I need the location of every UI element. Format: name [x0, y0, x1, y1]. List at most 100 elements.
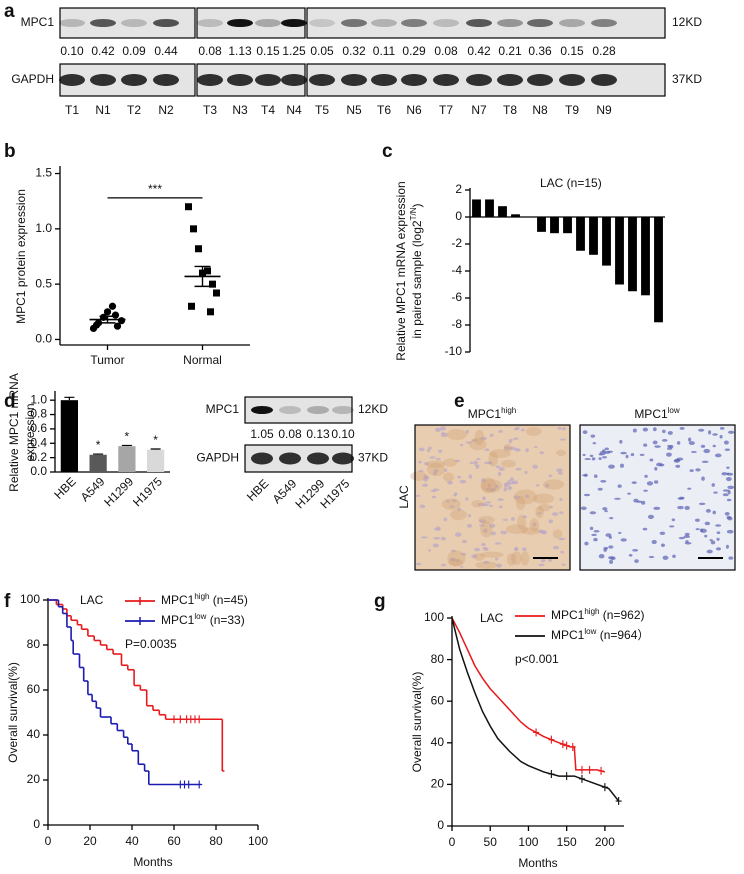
nucleus	[617, 484, 622, 488]
nucleus	[419, 504, 426, 509]
censor-mark	[598, 766, 605, 775]
nucleus	[485, 488, 491, 491]
ratio-label: 0.42	[91, 44, 115, 58]
stain	[529, 518, 540, 532]
nucleus	[683, 535, 690, 539]
y-tick-label: -8	[451, 317, 462, 331]
nucleus	[443, 517, 448, 522]
stain	[446, 429, 468, 440]
bar	[498, 206, 507, 217]
nucleus	[662, 429, 666, 434]
nucleus	[468, 474, 473, 479]
ratio-label: 1.25	[282, 44, 306, 58]
y-tick-label: -4	[451, 263, 462, 277]
nucleus	[632, 428, 637, 433]
y-tick-label: 1.0	[35, 221, 52, 235]
nucleus	[536, 512, 542, 515]
nucleus	[726, 529, 734, 534]
ihc-image	[415, 425, 570, 570]
x-axis-label: Months	[518, 856, 557, 870]
censor-mark	[615, 797, 622, 806]
nucleus	[580, 506, 587, 511]
x-tick-label: 60	[167, 834, 181, 848]
nucleus	[667, 447, 673, 450]
censor-mark	[185, 780, 192, 789]
nucleus	[648, 555, 655, 559]
bar	[654, 217, 663, 323]
nucleus	[434, 427, 441, 432]
bar	[602, 217, 611, 266]
nucleus	[479, 519, 486, 524]
nucleus	[625, 454, 629, 459]
nucleus	[704, 521, 711, 526]
lane-label: N8	[532, 103, 548, 117]
band	[497, 74, 523, 86]
legend-label: MPC1high (n=962)	[551, 607, 645, 623]
nucleus	[654, 445, 661, 448]
nucleus	[584, 473, 588, 477]
y-axis-label: Overall survival(%)	[410, 672, 424, 773]
nucleus	[593, 537, 598, 542]
nucleus	[533, 445, 538, 448]
lane-label: N4	[286, 103, 302, 117]
band	[332, 406, 354, 414]
band	[121, 19, 147, 27]
band	[527, 19, 553, 27]
nucleus	[608, 464, 615, 469]
nucleus	[653, 506, 661, 510]
legend-label-part: MPC1	[551, 608, 585, 622]
band	[371, 19, 397, 27]
nucleus	[495, 465, 501, 469]
nucleus	[500, 530, 508, 535]
stain	[533, 493, 554, 504]
nucleus	[440, 563, 446, 567]
annotation: P=0.0035	[125, 637, 177, 651]
nucleus	[609, 517, 614, 520]
band	[433, 74, 459, 86]
y-tick-label: 0.5	[35, 276, 52, 290]
y-tick-label: 100	[20, 592, 40, 606]
annotation: p<0.001	[515, 652, 559, 666]
x-tick-label: 0	[449, 835, 456, 849]
y-tick-label: 0.6	[30, 421, 47, 435]
nucleus	[613, 497, 621, 500]
nucleus	[719, 426, 725, 430]
nucleus	[482, 546, 488, 550]
nucleus	[459, 443, 464, 447]
significance: *	[96, 438, 101, 452]
bar	[563, 217, 572, 234]
panel-label: d	[4, 391, 16, 412]
ratio-label: 0.10	[60, 44, 84, 58]
nucleus	[549, 505, 553, 509]
stain	[520, 551, 530, 566]
x-tick-label: H1299	[101, 474, 136, 509]
bar	[550, 217, 559, 234]
nucleus	[716, 531, 721, 534]
nucleus	[532, 464, 538, 469]
ratio-label: 0.05	[310, 44, 334, 58]
nucleus	[556, 468, 563, 472]
stain	[474, 552, 485, 561]
nucleus	[548, 519, 553, 524]
censor-mark	[563, 741, 570, 750]
point	[111, 311, 120, 319]
blot-frame	[59, 7, 196, 39]
stain	[552, 529, 563, 539]
nucleus	[685, 540, 689, 543]
legend-label-part: MPC1	[161, 613, 195, 627]
point	[92, 321, 101, 329]
error-bar	[150, 448, 161, 450]
nucleus	[560, 550, 565, 554]
row-label: GAPDH	[11, 72, 54, 86]
point	[195, 245, 202, 253]
ratio-label: 0.21	[498, 44, 522, 58]
nucleus	[662, 555, 669, 560]
band	[309, 74, 335, 86]
lane-label: T9	[565, 103, 579, 117]
chart-title: LAC	[480, 611, 504, 625]
nucleus	[712, 433, 718, 436]
nucleus	[423, 462, 429, 466]
band	[227, 74, 253, 86]
ihc-title: MPC1high	[468, 406, 516, 422]
band	[401, 19, 427, 27]
